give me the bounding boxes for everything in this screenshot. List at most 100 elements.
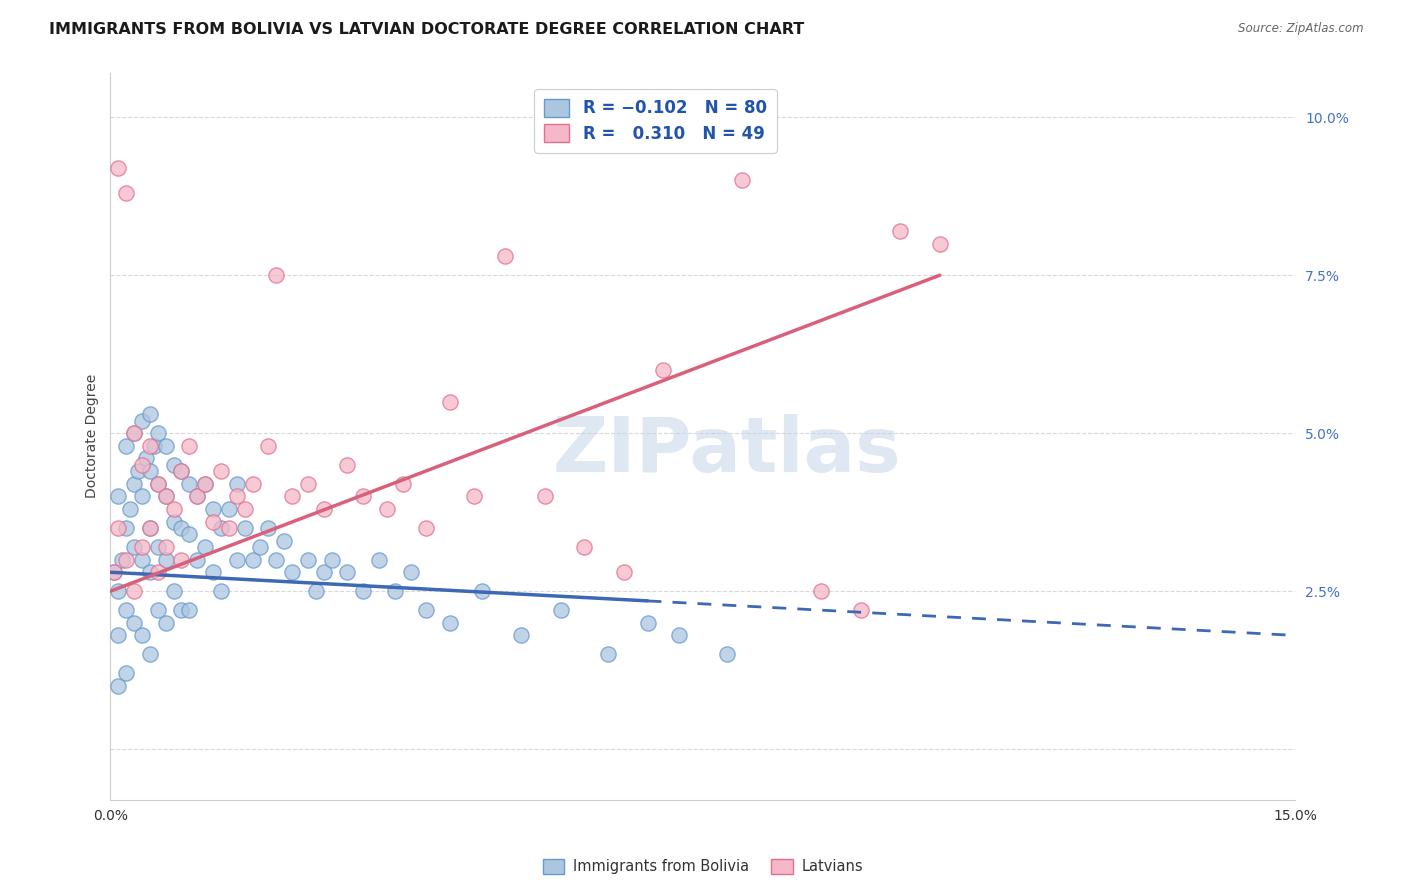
Point [115, 552, 138, 566]
Text: ZIPatlas: ZIPatlas [553, 414, 901, 488]
Point [510, 628, 533, 642]
Point [179, 476, 201, 491]
Point [209, 584, 232, 599]
Point [122, 615, 145, 630]
Point [249, 540, 271, 554]
Point [155, 439, 177, 453]
Point [810, 584, 832, 599]
Point [574, 540, 596, 554]
Point [471, 584, 494, 599]
Point [305, 584, 328, 599]
Point [179, 527, 201, 541]
Point [218, 521, 240, 535]
Point [312, 566, 335, 580]
Point [194, 540, 217, 554]
Point [107, 628, 129, 642]
Point [170, 521, 193, 535]
Point [155, 552, 177, 566]
Point [170, 464, 193, 478]
Point [186, 490, 208, 504]
Point [162, 458, 184, 472]
Point [179, 439, 201, 453]
Point [209, 521, 232, 535]
Point [281, 566, 304, 580]
Point [155, 490, 177, 504]
Point [103, 566, 125, 580]
Point [321, 552, 343, 566]
Point [139, 407, 162, 421]
Point [135, 451, 157, 466]
Point [202, 502, 225, 516]
Point [162, 502, 184, 516]
Point [122, 584, 145, 599]
Point [375, 502, 398, 516]
Point [668, 628, 690, 642]
Y-axis label: Doctorate Degree: Doctorate Degree [86, 375, 100, 499]
Legend: Immigrants from Bolivia, Latvians: Immigrants from Bolivia, Latvians [537, 853, 869, 880]
Point [384, 584, 406, 599]
Point [170, 464, 193, 478]
Point [122, 540, 145, 554]
Point [637, 615, 659, 630]
Point [209, 464, 232, 478]
Point [162, 515, 184, 529]
Point [218, 502, 240, 516]
Point [115, 186, 138, 200]
Point [115, 666, 138, 681]
Point [127, 464, 149, 478]
Point [194, 476, 217, 491]
Point [131, 458, 153, 472]
Point [494, 249, 516, 263]
Point [266, 268, 288, 283]
Point [122, 426, 145, 441]
Point [391, 476, 413, 491]
Point [399, 566, 422, 580]
Point [550, 603, 572, 617]
Point [202, 515, 225, 529]
Text: Source: ZipAtlas.com: Source: ZipAtlas.com [1239, 22, 1364, 36]
Point [281, 490, 304, 504]
Point [439, 394, 461, 409]
Point [596, 648, 619, 662]
Point [146, 476, 169, 491]
Point [146, 566, 169, 580]
Legend: R = −0.102   N = 80, R =   0.310   N = 49: R = −0.102 N = 80, R = 0.310 N = 49 [534, 88, 776, 153]
Point [613, 566, 636, 580]
Point [146, 603, 169, 617]
Point [928, 236, 950, 251]
Point [107, 679, 129, 693]
Point [415, 603, 437, 617]
Point [336, 566, 359, 580]
Point [155, 615, 177, 630]
Point [352, 490, 374, 504]
Point [336, 458, 359, 472]
Point [139, 464, 162, 478]
Point [142, 439, 165, 453]
Point [111, 552, 134, 566]
Point [107, 161, 129, 175]
Point [225, 490, 247, 504]
Point [155, 540, 177, 554]
Point [131, 628, 153, 642]
Point [202, 566, 225, 580]
Point [122, 476, 145, 491]
Point [103, 566, 125, 580]
Point [139, 521, 162, 535]
Point [242, 552, 264, 566]
Point [139, 566, 162, 580]
Point [352, 584, 374, 599]
Point [122, 426, 145, 441]
Point [889, 224, 911, 238]
Point [266, 552, 288, 566]
Point [146, 540, 169, 554]
Point [139, 521, 162, 535]
Point [155, 490, 177, 504]
Point [368, 552, 391, 566]
Point [257, 439, 280, 453]
Point [297, 552, 319, 566]
Point [257, 521, 280, 535]
Point [225, 552, 247, 566]
Point [115, 521, 138, 535]
Point [463, 490, 485, 504]
Point [170, 603, 193, 617]
